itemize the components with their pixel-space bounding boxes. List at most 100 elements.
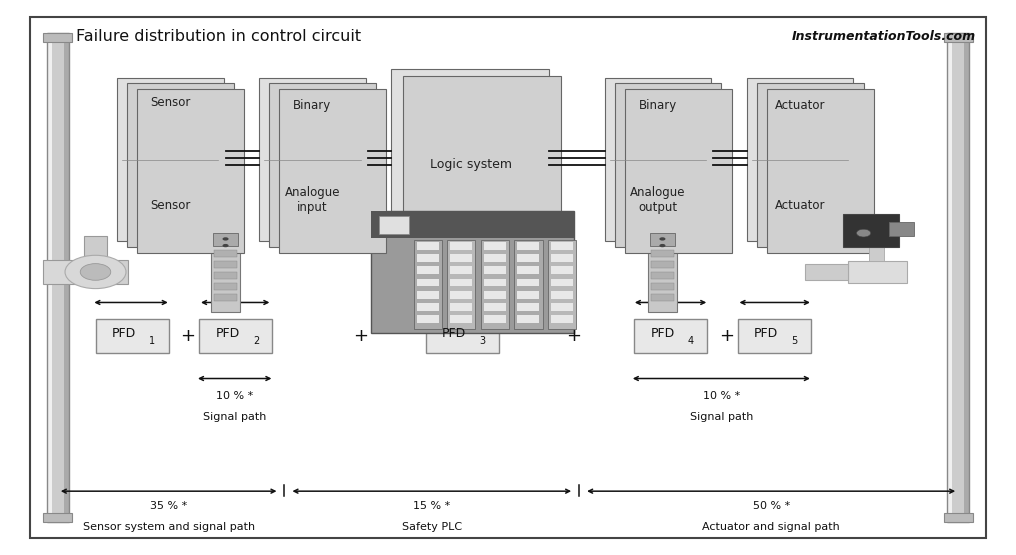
Bar	[450, 315, 472, 323]
Text: PFD: PFD	[215, 327, 240, 340]
Circle shape	[659, 238, 665, 241]
Text: Sensor: Sensor	[150, 199, 190, 212]
Bar	[417, 279, 439, 286]
Bar	[96, 260, 128, 284]
Bar	[805, 264, 848, 280]
Bar	[514, 240, 543, 329]
Bar	[747, 78, 853, 241]
Text: 3: 3	[480, 336, 486, 346]
Text: Actuator: Actuator	[775, 199, 825, 212]
Bar	[44, 513, 72, 522]
Bar	[414, 240, 442, 329]
Bar	[889, 222, 914, 236]
Bar	[417, 254, 439, 262]
Bar	[447, 240, 475, 329]
Bar	[484, 315, 506, 323]
Bar	[944, 33, 972, 42]
Bar	[214, 261, 237, 268]
Text: 50 % *: 50 % *	[753, 501, 789, 511]
Circle shape	[223, 244, 229, 248]
Bar	[379, 216, 409, 234]
Bar	[417, 266, 439, 274]
Bar	[517, 266, 539, 274]
Circle shape	[856, 229, 871, 237]
Bar	[517, 303, 539, 311]
Text: 2: 2	[253, 336, 259, 346]
Bar	[213, 233, 238, 245]
Text: +: +	[567, 327, 581, 345]
Bar	[625, 89, 732, 253]
Bar	[634, 319, 707, 353]
Text: InstrumentationTools.com: InstrumentationTools.com	[791, 29, 975, 43]
Bar	[391, 69, 549, 253]
Bar	[651, 294, 674, 301]
Text: PFD: PFD	[112, 327, 136, 340]
Bar	[548, 240, 576, 329]
Text: +: +	[354, 327, 368, 345]
Bar	[426, 319, 499, 353]
Bar	[848, 261, 907, 283]
Bar	[484, 242, 506, 250]
Bar	[551, 291, 573, 299]
Text: Binary: Binary	[639, 99, 677, 112]
Bar	[63, 33, 69, 522]
Bar	[127, 83, 234, 247]
Text: 10 % *: 10 % *	[703, 391, 740, 401]
Bar	[47, 33, 53, 522]
Bar	[484, 303, 506, 311]
Bar	[517, 279, 539, 286]
Circle shape	[65, 255, 126, 289]
Bar	[947, 33, 952, 522]
Bar	[137, 89, 244, 253]
Text: +: +	[181, 327, 195, 345]
Bar	[517, 254, 539, 262]
Bar	[211, 232, 240, 312]
Bar	[551, 303, 573, 311]
Bar	[963, 33, 969, 522]
Text: Binary: Binary	[294, 99, 331, 112]
Text: Sensor: Sensor	[150, 96, 190, 109]
Bar	[44, 33, 72, 42]
Text: Actuator: Actuator	[775, 99, 825, 112]
Text: Sensor system and signal path: Sensor system and signal path	[82, 522, 255, 532]
Bar	[551, 266, 573, 274]
Text: Actuator and signal path: Actuator and signal path	[702, 522, 840, 532]
Bar	[651, 283, 674, 290]
Bar	[551, 315, 573, 323]
Text: 10 % *: 10 % *	[216, 391, 253, 401]
Bar	[651, 250, 674, 256]
Text: PFD: PFD	[754, 327, 778, 340]
Bar	[551, 279, 573, 286]
Bar	[952, 33, 963, 522]
Bar	[484, 291, 506, 299]
Bar	[757, 83, 864, 247]
Bar	[53, 33, 63, 522]
Bar	[450, 279, 472, 286]
Bar	[96, 319, 169, 353]
Bar	[651, 261, 674, 268]
Bar	[371, 211, 574, 238]
Bar	[484, 254, 506, 262]
Bar	[551, 242, 573, 250]
Bar	[947, 33, 969, 522]
Bar	[269, 83, 376, 247]
Bar	[738, 319, 811, 353]
Bar	[517, 315, 539, 323]
Bar	[484, 266, 506, 274]
Text: 4: 4	[688, 336, 694, 346]
Bar	[767, 89, 874, 253]
Bar	[450, 242, 472, 250]
Bar	[417, 315, 439, 323]
Text: Logic system: Logic system	[430, 158, 512, 171]
Bar	[450, 254, 472, 262]
Bar	[117, 78, 224, 241]
Text: Analogue
output: Analogue output	[630, 186, 686, 214]
Bar	[481, 240, 509, 329]
Text: +: +	[719, 327, 734, 345]
Circle shape	[659, 244, 665, 248]
Bar	[199, 319, 272, 353]
Bar	[214, 294, 237, 301]
Circle shape	[223, 238, 229, 241]
Text: Safety PLC: Safety PLC	[401, 522, 462, 532]
Bar	[651, 273, 674, 279]
